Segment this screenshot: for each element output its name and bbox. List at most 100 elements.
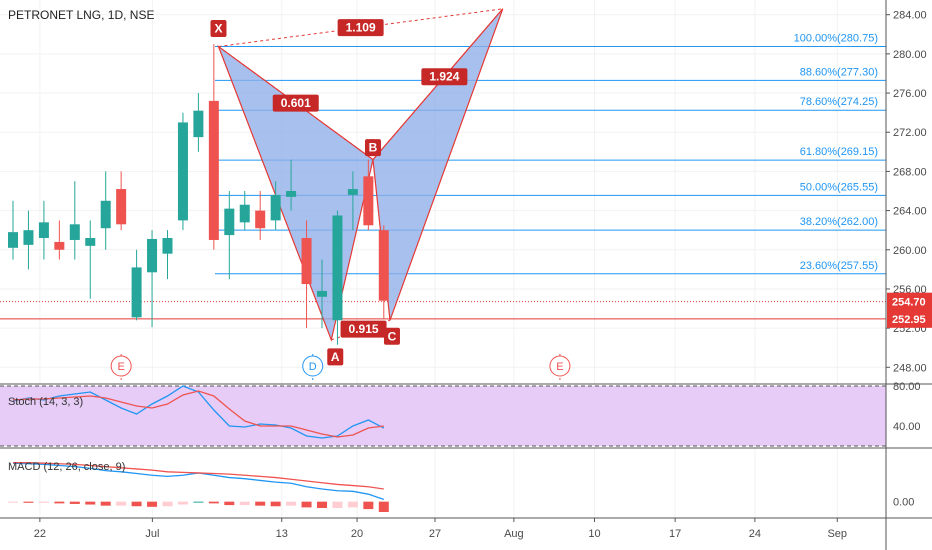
- macd-histogram-bar: [147, 501, 158, 507]
- chart-title: PETRONET LNG, 1D, NSE: [8, 8, 154, 22]
- point-x-label-bg: [210, 20, 227, 38]
- time-tick-label: Jul: [145, 528, 159, 540]
- candle-body: [239, 204, 250, 223]
- macd-histogram-bar: [255, 501, 266, 506]
- time-tick-label: Sep: [827, 528, 847, 540]
- candle-body: [69, 224, 80, 240]
- pattern-xb-line: [218, 46, 374, 161]
- macd-histogram-bar: [54, 501, 65, 504]
- fib-level-label: 88.60%(277.30): [800, 66, 878, 78]
- candle-body: [208, 100, 219, 240]
- macd-histogram-bar: [162, 501, 173, 507]
- price-tag-label: 254.70: [892, 297, 926, 309]
- price-tick-label: 264.00: [893, 206, 927, 218]
- time-tick-label: 22: [34, 528, 46, 540]
- fib-level-label: 78.60%(274.25): [800, 96, 878, 108]
- candle-body: [378, 230, 389, 301]
- price-tick-label: 284.00: [893, 10, 927, 22]
- macd-histogram-bar: [69, 501, 80, 504]
- macd-histogram-bar: [239, 501, 250, 506]
- macd-histogram-bar: [131, 501, 142, 507]
- macd-histogram-bar: [332, 501, 343, 508]
- candle-body: [131, 267, 142, 318]
- pattern-labels: X A B C 0.601 1.924 1.109 0.915: [210, 19, 468, 366]
- fib-level-label: 61.80%(269.15): [800, 146, 878, 158]
- macd-histogram-bar: [193, 501, 204, 503]
- ratio-xd-label-bg: [337, 19, 384, 37]
- candle-body: [255, 210, 266, 229]
- macd-histogram-bar: [177, 501, 188, 505]
- stoch-k-line: [12, 385, 385, 439]
- candle-body: [193, 110, 204, 138]
- macd-histogram-bar: [224, 501, 235, 506]
- candle-body: [332, 215, 343, 321]
- point-c-label: C: [388, 329, 397, 343]
- point-a-label-bg: [327, 348, 344, 366]
- stoch-tick-label: 40.00: [893, 421, 921, 433]
- event-marker-label: E: [556, 361, 563, 373]
- ratio-xd-label: 1.109: [346, 21, 376, 35]
- macd-histogram-bar: [38, 501, 49, 503]
- point-c-label-bg: [383, 327, 400, 345]
- macd-histogram-bar: [347, 501, 358, 508]
- candle-body: [38, 222, 49, 239]
- fib-retracement[interactable]: 100.00%(280.75) 88.60%(277.30) 78.60%(274.…: [0, 33, 886, 320]
- event-marker-circle: [549, 355, 571, 377]
- candle-body: [177, 122, 188, 221]
- macd-histogram-bar: [208, 501, 219, 504]
- candle-body: [301, 238, 312, 285]
- candle-body: [317, 290, 327, 297]
- stoch-d-line: [12, 390, 384, 438]
- candle-body: [147, 238, 158, 273]
- macd-histogram-bar: [100, 501, 111, 506]
- candlestick-series: [8, 44, 389, 345]
- time-tick-label: 27: [429, 528, 441, 540]
- fib-level-label: 50.00%(265.55): [800, 181, 878, 193]
- macd-histogram-bar: [317, 501, 327, 508]
- candle-body: [363, 176, 374, 226]
- macd-histogram-bar: [116, 501, 127, 506]
- macd-label: MACD (12, 26, close, 9): [8, 461, 125, 473]
- price-tick-label: 276.00: [893, 88, 927, 100]
- macd-histogram-bar: [270, 501, 281, 507]
- point-x-label: X: [214, 22, 222, 36]
- ratio-bd-label-bg: [421, 68, 468, 86]
- time-tick-label: 13: [276, 528, 288, 540]
- time-tick-label: Aug: [504, 528, 524, 540]
- time-tick-label: 10: [588, 528, 600, 540]
- time-tick-label: 17: [669, 528, 681, 540]
- candle-body: [286, 191, 297, 197]
- time-tick-label: 24: [749, 528, 761, 540]
- macd-histogram-bar: [286, 501, 297, 506]
- candle-body: [116, 189, 127, 225]
- event-marker-circle: [110, 355, 132, 377]
- macd-histogram-bar: [301, 501, 312, 508]
- fib-level-label: 100.00%(280.75): [794, 33, 878, 45]
- macd-tick-label: 0.00: [893, 497, 914, 509]
- macd-panel: 0.00: [8, 461, 914, 512]
- stoch-tick-label: 80.00: [893, 381, 921, 393]
- candle-body: [224, 208, 235, 236]
- price-tick-label: 260.00: [893, 245, 927, 257]
- point-a-label: A: [331, 350, 340, 364]
- fib-level-label: 38.20%(262.00): [800, 216, 878, 228]
- candle-body: [8, 232, 18, 248]
- candle-body: [270, 194, 281, 221]
- macd-signal-line: [13, 461, 384, 490]
- candle-body: [54, 241, 65, 250]
- ratio-ac-label-bg: [340, 320, 387, 338]
- candle-body: [100, 200, 111, 229]
- point-b-label: B: [369, 141, 378, 155]
- price-tag-bg: [887, 292, 932, 311]
- macd-histogram-bar: [8, 501, 18, 503]
- price-tick-label: 248.00: [893, 362, 927, 374]
- price-tick-label: 272.00: [893, 127, 927, 139]
- price-tick-label: 268.00: [893, 166, 927, 178]
- candle-body: [85, 238, 96, 246]
- price-tag-bg: [887, 309, 932, 328]
- candle-body: [23, 230, 34, 245]
- event-marker-label: D: [309, 361, 317, 373]
- stoch-band: [0, 386, 886, 446]
